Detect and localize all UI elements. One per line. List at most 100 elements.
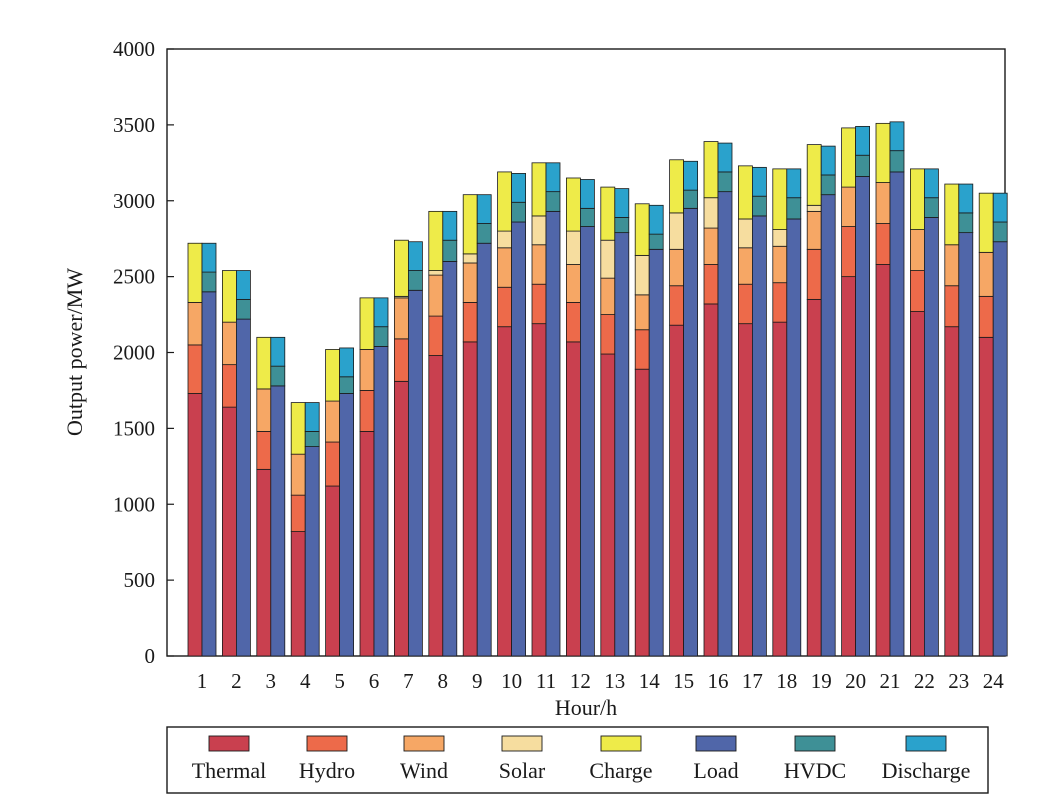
bar-segment-hydro — [221, 364, 237, 408]
bar-segment-hvdc — [339, 376, 355, 394]
bar-segment-solar — [497, 230, 513, 249]
bar-segment-charge — [772, 168, 788, 230]
bar-segment-hvdc — [855, 154, 870, 177]
y-tick-label: 3000 — [113, 189, 155, 213]
bar-segment-load — [820, 194, 836, 657]
bar-segment-thermal — [738, 323, 753, 657]
bar-segment-hvdc — [270, 365, 286, 387]
bar-segment-wind — [841, 186, 856, 227]
legend-swatch-solar — [501, 735, 543, 752]
bar-segment-hydro — [359, 390, 375, 432]
bar-segment-hydro — [462, 302, 478, 343]
bar-segment-charge — [497, 171, 513, 232]
bar-segment-discharge — [580, 179, 595, 209]
bar-segment-hvdc — [511, 201, 527, 223]
bar-segment-wind — [393, 297, 409, 340]
bar-segment-solar — [669, 212, 684, 250]
bar-segment-wind — [531, 244, 547, 285]
bar-segment-load — [958, 232, 974, 657]
bar-segment-solar — [772, 229, 788, 247]
y-tick-label: 500 — [124, 568, 156, 592]
bar-segment-discharge — [614, 188, 630, 218]
bar-segment-wind — [634, 294, 650, 331]
x-tick-label: 13 — [604, 669, 625, 693]
bar-segment-solar — [600, 239, 616, 279]
y-tick-label: 0 — [145, 644, 156, 668]
y-tick-label: 3500 — [113, 113, 155, 137]
bar-segment-load — [855, 176, 870, 657]
y-tick-label: 1500 — [113, 416, 155, 440]
bar-segment-hydro — [841, 226, 856, 278]
bar-segment-wind — [462, 262, 478, 303]
bar-segment-charge — [256, 336, 272, 390]
x-tick-label: 11 — [536, 669, 556, 693]
bar-segment-charge — [600, 186, 616, 241]
bar-segment-charge — [428, 210, 444, 271]
bar-segment-charge — [531, 162, 547, 217]
legend-label-charge: Charge — [589, 758, 652, 783]
legend: Thermal Hydro Wind Solar Charge Load HVDC Disch… — [166, 726, 989, 794]
bar-segment-load — [442, 261, 458, 657]
bar-segment-charge — [910, 168, 925, 230]
bar-segment-wind — [910, 229, 925, 271]
bar-segment-load — [580, 226, 595, 657]
bar-segment-load — [683, 207, 698, 657]
x-axis-title: Hour/h — [555, 695, 617, 720]
bar-segment-thermal — [256, 468, 272, 657]
bar-segment-wind — [669, 248, 684, 287]
bar-segment-discharge — [924, 168, 939, 199]
bar-segment-charge — [978, 192, 994, 253]
bar-segment-hydro — [910, 270, 925, 312]
bar-segment-solar — [703, 197, 719, 229]
y-tick-label: 2500 — [113, 265, 155, 289]
bar-segment-hvdc — [235, 298, 251, 320]
bar-segment-discharge — [511, 173, 527, 203]
x-axis: 1 2 3 4 5 6 7 8 9 10 11 12 13 14 15 16 17 18 19 20 21 22 23 24 — [197, 669, 1004, 693]
bar-segment-hvdc — [889, 150, 905, 173]
bar-segment-discharge — [442, 210, 458, 241]
x-tick-label: 17 — [742, 669, 763, 693]
bar-segment-discharge — [992, 192, 1008, 223]
bar-segment-discharge — [648, 204, 664, 235]
bar-segment-hydro — [772, 282, 788, 323]
bar-segment-solar — [428, 270, 444, 276]
bar-segment-wind — [772, 245, 788, 284]
bar-segment-thermal — [325, 485, 341, 657]
legend-label-discharge: Discharge — [882, 758, 971, 783]
bar-segment-hydro — [187, 344, 203, 394]
x-tick-label: 15 — [673, 669, 694, 693]
y-tick-label: 4000 — [113, 37, 155, 61]
bar-segment-thermal — [187, 393, 203, 657]
bar-segment-solar — [462, 253, 478, 264]
bar-segment-thermal — [978, 336, 994, 657]
bar-segment-wind — [497, 247, 513, 288]
bar-segment-load — [924, 217, 939, 657]
legend-swatch-hydro — [306, 735, 348, 752]
bar-segment-discharge — [786, 168, 802, 199]
bar-segment-thermal — [462, 341, 478, 657]
x-tick-label: 9 — [472, 669, 483, 693]
x-tick-label: 2 — [231, 669, 242, 693]
x-tick-label: 5 — [334, 669, 345, 693]
bar-segment-hvdc — [442, 239, 458, 262]
x-tick-label: 20 — [845, 669, 866, 693]
bar-segment-charge — [669, 159, 684, 214]
bar-segment-hydro — [256, 431, 272, 470]
bar-segment-thermal — [290, 531, 306, 657]
legend-swatch-discharge — [905, 735, 947, 752]
bar-segment-load — [717, 191, 733, 657]
bar-segment-wind — [703, 227, 719, 265]
bar-segment-thermal — [806, 298, 822, 657]
bar-segment-charge — [703, 141, 719, 199]
bar-segment-charge — [944, 183, 960, 246]
bar-segment-wind — [221, 321, 237, 366]
bar-segment-load — [752, 215, 767, 657]
bar-segment-wind — [566, 264, 581, 303]
bar-segment-wind — [359, 349, 375, 391]
x-tick-label: 12 — [570, 669, 591, 693]
bar-segment-load — [201, 291, 217, 657]
bar-segment-charge — [738, 165, 753, 220]
bar-segment-discharge — [304, 402, 320, 432]
bar-segment-wind — [738, 247, 753, 285]
x-tick-label: 16 — [708, 669, 729, 693]
